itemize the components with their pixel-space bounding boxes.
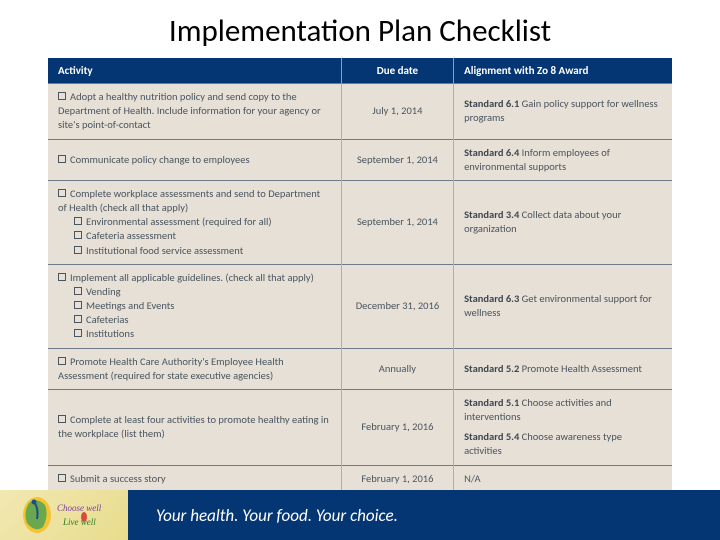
table-row: Communicate policy change to employees Se… (48, 139, 672, 180)
page-title: Implementation Plan Checklist (48, 12, 672, 50)
due-cell: Annually (341, 348, 453, 389)
svg-text:Choose well: Choose well (57, 503, 102, 513)
sub-item: Environmental assessment (required for a… (58, 215, 331, 229)
standard-code: Standard 5.2 (464, 362, 519, 375)
checkbox-icon[interactable] (58, 189, 66, 197)
standard-code: Standard 5.1 (464, 396, 519, 409)
activity-text: Promote Health Care Authority's Employee… (58, 355, 284, 382)
standard-code: Standard 6.1 (464, 97, 519, 110)
checkbox-icon[interactable] (58, 92, 66, 100)
alignment-cell: Standard 6.4 Inform employees of environ… (454, 139, 672, 180)
standard-code: Standard 5.4 (464, 430, 519, 443)
table-row: Complete at least four activities to pro… (48, 389, 672, 465)
alignment-cell: Standard 6.1 Gain policy support for wel… (454, 84, 672, 140)
standard-code: Standard 3.4 (464, 208, 519, 221)
standard-desc: Promote Health Assessment (522, 362, 642, 375)
standard-code: Standard 6.4 (464, 146, 519, 159)
footer-bar: Your health. Your food. Your choice. (128, 490, 720, 540)
activity-cell: Complete at least four activities to pro… (48, 389, 341, 465)
standard-code: Standard 6.3 (464, 292, 519, 305)
checkbox-icon[interactable] (74, 231, 82, 239)
svg-text:Live well: Live well (62, 517, 96, 527)
checkbox-icon[interactable] (74, 287, 82, 295)
checkbox-icon[interactable] (74, 301, 82, 309)
sub-item: Institutional food service assessment (58, 244, 331, 258)
sub-item: Cafeterias (58, 313, 331, 327)
due-cell: July 1, 2014 (341, 84, 453, 140)
table-row: Complete workplace assessments and send … (48, 180, 672, 264)
col-due: Due date (341, 58, 453, 84)
due-cell: February 1, 2016 (341, 465, 453, 492)
col-activity: Activity (48, 58, 341, 84)
alignment-cell: Standard 3.4 Collect data about your org… (454, 180, 672, 264)
checkbox-icon[interactable] (58, 155, 66, 163)
sub-item: Vending (58, 285, 331, 299)
choose-well-logo-icon: Choose well Live well (9, 493, 119, 537)
checkbox-icon[interactable] (74, 315, 82, 323)
sub-item: Cafeteria assessment (58, 229, 331, 243)
due-cell: September 1, 2014 (341, 180, 453, 264)
footer-tagline: Your health. Your food. Your choice. (156, 505, 398, 526)
checkbox-icon[interactable] (74, 329, 82, 337)
checkbox-icon[interactable] (58, 357, 66, 365)
checkbox-icon[interactable] (74, 217, 82, 225)
alignment-cell: Standard 5.2 Promote Health Assessment (454, 348, 672, 389)
table-row: Submit a success story February 1, 2016 N/… (48, 465, 672, 492)
table-row: Promote Health Care Authority's Employee… (48, 348, 672, 389)
alignment-cell: Standard 5.1 Choose activities and inter… (454, 389, 672, 465)
checkbox-icon[interactable] (74, 246, 82, 254)
activity-text: Submit a success story (70, 472, 166, 485)
activity-cell: Implement all applicable guidelines. (ch… (48, 264, 341, 348)
due-cell: December 31, 2016 (341, 264, 453, 348)
checkbox-icon[interactable] (58, 415, 66, 423)
alignment-cell: N/A (454, 465, 672, 492)
activity-text: Adopt a healthy nutrition policy and sen… (58, 90, 321, 131)
table-header-row: Activity Due date Alignment with Zo 8 Aw… (48, 58, 672, 84)
slide: Implementation Plan Checklist Activity D… (0, 0, 720, 540)
footer-logo: Choose well Live well (0, 490, 128, 540)
footer: Choose well Live well Your health. Your … (0, 490, 720, 540)
activity-cell: Submit a success story (48, 465, 341, 492)
activity-text: Complete workplace assessments and send … (58, 187, 320, 214)
activity-text: Communicate policy change to employees (70, 153, 250, 166)
table-row: Adopt a healthy nutrition policy and sen… (48, 84, 672, 140)
checkbox-icon[interactable] (58, 273, 66, 281)
alignment-cell: Standard 6.3 Get environmental support f… (454, 264, 672, 348)
due-cell: September 1, 2014 (341, 139, 453, 180)
standard-desc: N/A (464, 472, 481, 485)
sub-item: Meetings and Events (58, 299, 331, 313)
table-row: Implement all applicable guidelines. (ch… (48, 264, 672, 348)
activity-cell: Communicate policy change to employees (48, 139, 341, 180)
activity-cell: Promote Health Care Authority's Employee… (48, 348, 341, 389)
activity-text: Implement all applicable guidelines. (ch… (70, 271, 314, 284)
activity-text: Complete at least four activities to pro… (58, 413, 329, 440)
sub-item: Institutions (58, 327, 331, 341)
activity-cell: Complete workplace assessments and send … (48, 180, 341, 264)
checkbox-icon[interactable] (58, 474, 66, 482)
activity-cell: Adopt a healthy nutrition policy and sen… (48, 84, 341, 140)
col-alignment: Alignment with Zo 8 Award (454, 58, 672, 84)
due-cell: February 1, 2016 (341, 389, 453, 465)
checklist-table: Activity Due date Alignment with Zo 8 Aw… (48, 58, 672, 533)
